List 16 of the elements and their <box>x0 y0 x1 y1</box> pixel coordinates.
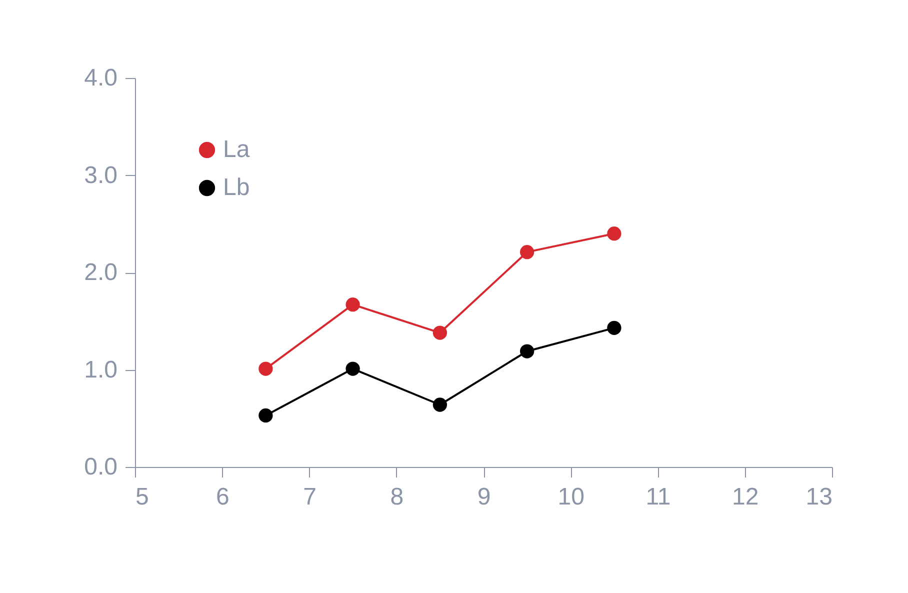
legend-label: Lb <box>223 174 250 201</box>
y-tick-label: 0.0 <box>84 454 118 480</box>
x-tick-label: 13 <box>806 484 832 510</box>
y-tick-label: 3.0 <box>84 162 118 189</box>
y-tick-label: 2.0 <box>84 259 118 286</box>
y-tick-label: 4.0 <box>84 64 118 92</box>
x-tick-label: 5 <box>136 484 149 510</box>
y-tick-label: 1.0 <box>84 356 118 384</box>
legend-label: La <box>223 136 250 163</box>
x-tick-label: 12 <box>732 484 759 510</box>
x-tick-label: 9 <box>477 484 491 510</box>
x-tick-label: 10 <box>558 484 584 510</box>
x-tick-label: 8 <box>390 484 404 510</box>
x-tick-label: 7 <box>303 484 316 510</box>
x-tick-label: 6 <box>216 484 230 510</box>
x-tick-label: 11 <box>646 484 671 510</box>
